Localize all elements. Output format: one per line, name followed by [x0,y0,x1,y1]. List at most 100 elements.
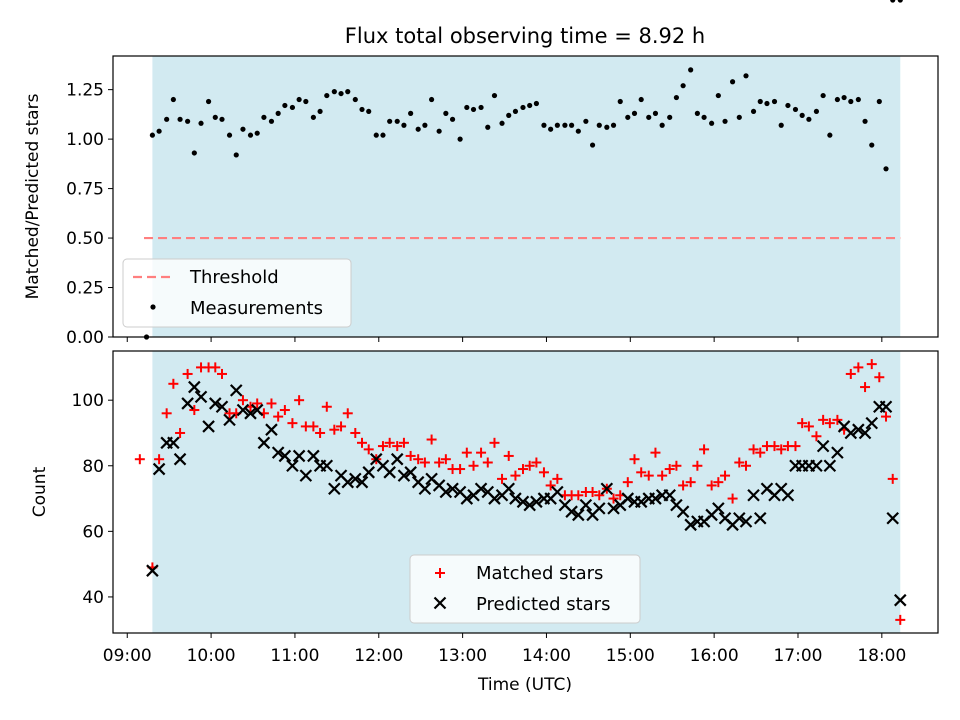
y-tick-label: 1.00 [66,130,104,150]
predicted-point [439,485,453,499]
predicted-point [341,475,355,489]
matched-point [510,470,521,481]
measurement-point [261,114,267,120]
matched-point [216,368,227,379]
predicted-point [418,482,432,495]
measurement-point [688,67,694,73]
measurement-point [736,114,742,120]
matched-point [713,477,724,488]
measurement-point [485,124,491,130]
predicted-point [530,495,543,509]
measurement-point [156,128,162,134]
measurement-point [317,108,323,115]
matched-point [287,418,298,429]
measurement-point [289,104,296,111]
predicted-point [397,469,411,482]
measurement-point [694,110,700,116]
x-tick-label: 18:00 [857,646,906,666]
measurement-point [310,114,316,120]
measurement-point [324,92,330,99]
matched-point [587,487,598,497]
measurement-point [897,0,903,3]
measurement-point [164,116,170,122]
legend-matched-label: Matched stars [476,563,603,584]
predicted-point [509,492,522,505]
matched-point [552,473,563,484]
measurement-point [646,114,652,120]
measurement-point [219,116,225,122]
measurement-point [617,98,623,105]
matched-point [531,457,542,468]
matched-point [545,480,556,491]
predicted-point [879,400,893,414]
measurement-point [667,114,673,120]
measurement-point [841,94,847,101]
predicted-point [684,518,697,532]
measurement-point [212,114,218,120]
y-tick-label: 0.75 [66,180,104,200]
measurement-point [583,118,589,124]
matched-point [881,411,892,422]
measurement-point [625,114,631,120]
predicted-point [167,436,180,450]
predicted-point [188,380,201,394]
predicted-point [244,407,257,420]
predicted-point [523,498,536,512]
predicted-point [733,511,746,525]
matched-point [803,421,814,432]
measurement-point [541,122,547,128]
measurement-point [233,152,239,158]
measurement-point [401,122,407,128]
predicted-point [607,502,620,515]
predicted-point [747,489,760,502]
measurement-point [778,122,784,128]
predicted-point [852,423,865,436]
measurement-point [359,106,365,113]
predicted-point [278,449,292,463]
y-tick-label: 1.25 [66,81,104,101]
measurement-point [575,128,581,134]
matched-point [279,405,290,416]
axes-frame [112,350,939,634]
measurement-point [764,100,770,107]
measurement-point [750,108,757,115]
predicted-point [215,400,229,414]
matched-point [363,444,374,455]
matched-point [336,421,347,432]
matched-point [769,441,780,452]
matched-point [874,372,885,383]
matched-point [657,470,668,481]
matched-point [706,480,717,491]
x-tick-label: 14:00 [522,646,571,666]
measurement-point [806,116,812,122]
measurement-point [890,0,896,3]
matched-point [252,398,263,409]
matched-point [887,473,898,484]
legend-box [409,554,641,624]
matched-point [294,395,305,406]
matched-point [692,460,703,471]
measurement-point [771,98,778,105]
measurement-point [862,118,868,124]
matched-point [426,434,437,445]
matched-point [398,437,409,448]
axes-frame [112,55,939,338]
predicted-point [474,482,488,495]
predicted-point [572,508,585,522]
x-tick-label: 16:00 [690,646,739,666]
measurement-point [240,126,246,132]
measurement-point [491,92,498,99]
matched-point [357,437,368,448]
matched-point [727,493,738,504]
measurement-point [205,98,212,105]
matched-point [832,414,843,425]
x-axis-label: Time (UTC) [477,675,572,695]
measurement-point [449,116,456,122]
legend-measurement-label: Measurements [190,298,323,319]
matched-point [266,398,277,409]
matched-point [622,477,633,488]
y-tick-label: 100 [72,391,104,411]
matched-point [608,493,619,504]
predicted-point [146,564,159,577]
y-tick-label: 60 [82,522,104,542]
